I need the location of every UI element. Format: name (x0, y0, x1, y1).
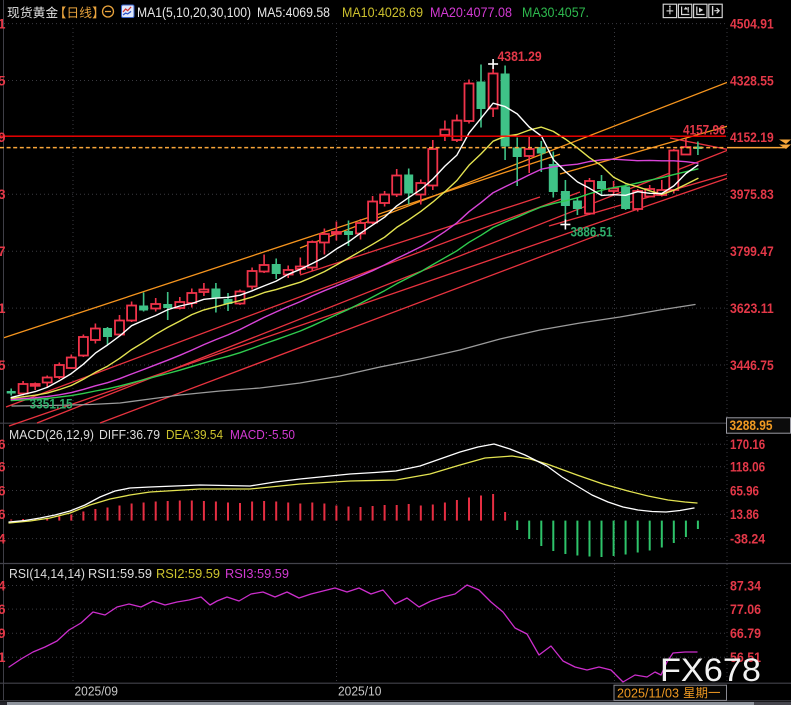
svg-text:4152.19: 4152.19 (730, 130, 774, 145)
svg-text:3799.47: 3799.47 (730, 244, 774, 259)
svg-text:RSI3:59.59: RSI3:59.59 (225, 566, 289, 581)
svg-text:RSI(14,14,14): RSI(14,14,14) (9, 566, 85, 581)
svg-text:MACD(26,12,9): MACD(26,12,9) (9, 427, 94, 442)
svg-text:6: 6 (0, 602, 6, 617)
svg-text:9: 9 (0, 626, 6, 641)
svg-text:MA30:4057.: MA30:4057. (522, 5, 589, 20)
svg-text:RSI2:59.59: RSI2:59.59 (156, 566, 220, 581)
svg-text:65.96: 65.96 (730, 483, 759, 498)
svg-text:4381.29: 4381.29 (498, 49, 542, 64)
svg-text:56.51: 56.51 (730, 650, 761, 665)
svg-text:4: 4 (0, 531, 6, 546)
svg-text:3623.11: 3623.11 (730, 301, 774, 316)
svg-text:FX678: FX678 (660, 652, 761, 688)
svg-text:RSI1:59.59: RSI1:59.59 (88, 566, 152, 581)
svg-text:1: 1 (0, 650, 6, 665)
svg-text:6: 6 (0, 460, 6, 475)
svg-text:66.79: 66.79 (730, 626, 761, 641)
svg-text:7: 7 (0, 244, 6, 259)
svg-text:DEA:39.54: DEA:39.54 (166, 427, 223, 442)
svg-text:MA5:4069.58: MA5:4069.58 (257, 5, 330, 20)
svg-text:6: 6 (0, 507, 6, 522)
svg-text:5: 5 (0, 73, 6, 88)
svg-text:118.06: 118.06 (730, 460, 766, 475)
svg-text:13.86: 13.86 (730, 507, 759, 522)
svg-text:MA1(5,10,20,30,100): MA1(5,10,20,30,100) (137, 5, 251, 20)
svg-text:4157.96: 4157.96 (683, 123, 726, 138)
svg-text:2025/09: 2025/09 (75, 685, 118, 699)
svg-text:77.06: 77.06 (730, 602, 761, 617)
svg-text:3886.51: 3886.51 (571, 225, 613, 240)
svg-text:1: 1 (0, 16, 6, 31)
svg-text:MA20:4077.08: MA20:4077.08 (430, 5, 512, 20)
svg-text:3: 3 (0, 187, 6, 202)
svg-text:MA10:4028.69: MA10:4028.69 (342, 5, 423, 20)
svg-text:1: 1 (0, 301, 6, 316)
svg-text:4504.91: 4504.91 (730, 16, 774, 31)
svg-text:-38.24: -38.24 (730, 531, 766, 546)
svg-text:170.16: 170.16 (730, 437, 766, 452)
svg-text:3288.95: 3288.95 (730, 418, 773, 433)
svg-text:4: 4 (0, 578, 6, 593)
svg-text:6: 6 (0, 483, 6, 498)
svg-text:4328.55: 4328.55 (730, 73, 774, 88)
svg-text:3975.83: 3975.83 (730, 187, 774, 202)
svg-text:2025/10: 2025/10 (338, 685, 381, 699)
svg-text:87.34: 87.34 (730, 578, 761, 593)
svg-text:MACD:-5.50: MACD:-5.50 (230, 427, 295, 442)
svg-text:5: 5 (0, 358, 6, 373)
svg-text:3446.75: 3446.75 (730, 358, 774, 373)
svg-text:3351.15: 3351.15 (30, 397, 74, 412)
svg-text:6: 6 (0, 437, 6, 452)
svg-text:2025/11/03: 2025/11/03 (617, 686, 679, 700)
svg-text:9: 9 (0, 130, 6, 145)
svg-text:DIFF:36.79: DIFF:36.79 (99, 427, 160, 442)
